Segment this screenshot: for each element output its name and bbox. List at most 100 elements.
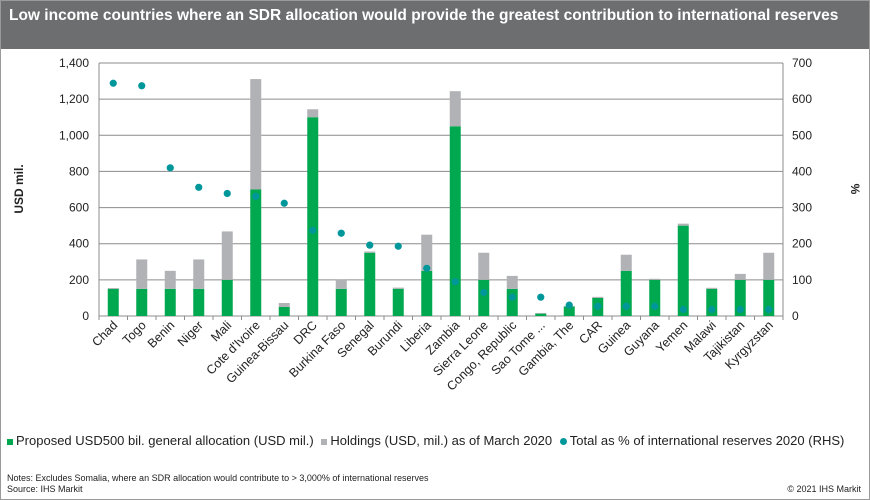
bar-allocation (677, 225, 689, 316)
dot-reserves-pct (195, 183, 203, 191)
y-tick-label: 1,000 (59, 128, 89, 142)
bar-allocation (506, 288, 518, 316)
y2-tick-label: 300 (792, 201, 812, 215)
bar-allocation (706, 288, 718, 316)
bar-holdings (478, 252, 490, 280)
bar-allocation (763, 279, 775, 316)
notes-text: Notes: Excludes Somalia, where an SDR al… (7, 473, 429, 483)
x-tick-label: Togo (120, 318, 149, 347)
y2-tick-label: 500 (792, 128, 812, 142)
y2-tick-label: 600 (792, 92, 812, 106)
dot-reserves-pct (252, 192, 260, 200)
bar-allocation (107, 288, 119, 316)
bar-holdings (307, 109, 319, 118)
bar-holdings (221, 231, 233, 280)
bar-holdings (250, 79, 262, 190)
dot-reserves-pct (451, 278, 459, 286)
bar-holdings (164, 270, 176, 289)
dot-reserves-pct (337, 229, 345, 237)
dot-reserves-pct (366, 241, 374, 249)
y-tick-label: 800 (69, 164, 89, 178)
bar-allocation (335, 288, 347, 316)
bar-holdings (449, 91, 461, 127)
bar-holdings (193, 259, 205, 289)
bar-holdings (763, 252, 775, 280)
bar-holdings (421, 234, 433, 271)
y-tick-label: 200 (69, 273, 89, 287)
bar-allocation (563, 306, 575, 316)
dot-reserves-pct (138, 82, 146, 90)
dot-reserves-pct (508, 293, 516, 301)
bar-holdings (506, 275, 518, 289)
bar-allocation (421, 270, 433, 316)
y2-tick-label: 100 (792, 273, 812, 287)
y-tick-label: 1,200 (59, 92, 89, 106)
bar-holdings (734, 273, 746, 280)
bar-allocation (136, 288, 148, 316)
y-tick-label: 400 (69, 237, 89, 251)
bar-allocation (620, 270, 632, 316)
dot-reserves-pct (423, 264, 431, 272)
dot-reserves-pct (708, 305, 716, 314)
y-tick-label: 0 (82, 309, 89, 323)
y2-tick-label: 700 (792, 56, 812, 70)
dot-reserves-pct (394, 242, 402, 250)
dot-reserves-pct (594, 302, 602, 310)
bar-allocation (250, 189, 262, 316)
legend-swatch-green (7, 438, 13, 445)
y-tick-label: 600 (69, 201, 89, 215)
x-tick-label: Benin (145, 318, 178, 351)
y2-tick-label: 0 (792, 309, 799, 323)
y2-tick-label: 400 (792, 164, 812, 178)
legend-label: Total as % of international reserves 202… (569, 433, 845, 448)
x-tick-label: Chad (89, 318, 120, 349)
y2-tick-label: 200 (792, 237, 812, 251)
dot-reserves-pct (736, 305, 744, 314)
notes: Notes: Excludes Somalia, where an SDR al… (7, 473, 428, 495)
dot-reserves-pct (280, 199, 288, 207)
chart-svg: 0 0 200 100 400 200 600 300 800 400 1,000 500 1,200 6… (12, 56, 862, 393)
dot-reserves-pct (565, 301, 573, 309)
bar-holdings (592, 296, 604, 298)
bar-allocation (392, 288, 404, 316)
bar-holdings (107, 287, 119, 289)
dot-reserves-pct (480, 288, 488, 297)
bar-holdings (677, 223, 689, 226)
bar-allocation (307, 117, 319, 316)
dot-reserves-pct (679, 305, 687, 314)
dot-reserves-pct (223, 189, 231, 198)
bar-holdings (649, 278, 661, 280)
legend-item-holdings: Holdings (USD, mil.) as of March 2020 (321, 433, 552, 448)
bar-allocation (734, 279, 746, 316)
bar-holdings (136, 259, 148, 289)
bar-allocation (193, 288, 205, 316)
legend-label: Holdings (USD, mil.) as of March 2020 (330, 433, 553, 448)
bar-allocation (649, 279, 661, 316)
dot-reserves-pct (765, 305, 773, 314)
chart-title: Low income countries where an SDR alloca… (1, 1, 869, 49)
y-tick-label: 1,400 (59, 56, 89, 70)
dot-reserves-pct (309, 226, 317, 234)
dot-reserves-pct (109, 79, 117, 87)
legend-marker-dot (559, 438, 567, 446)
legend-item-allocation: Proposed USD500 bil. general allocation … (7, 433, 314, 448)
bar-allocation (364, 252, 376, 316)
bar-holdings (706, 287, 718, 289)
bar-allocation (221, 279, 233, 316)
bar-holdings (335, 279, 347, 289)
bar-allocation (535, 313, 547, 316)
legend: Proposed USD500 bil. general allocation … (7, 433, 848, 448)
source-text: Source: IHS Markit (7, 484, 83, 494)
x-tick-label: Niger (175, 318, 206, 349)
bar-allocation (278, 306, 290, 316)
bar-holdings (278, 302, 290, 307)
bar-allocation (164, 288, 176, 316)
dot-reserves-pct (537, 293, 545, 301)
bar-allocation (449, 126, 461, 316)
dot-reserves-pct (166, 164, 174, 172)
bar-holdings (392, 287, 404, 289)
bar-holdings (364, 251, 376, 253)
bar-allocation (478, 279, 490, 316)
dot-reserves-pct (651, 302, 659, 310)
